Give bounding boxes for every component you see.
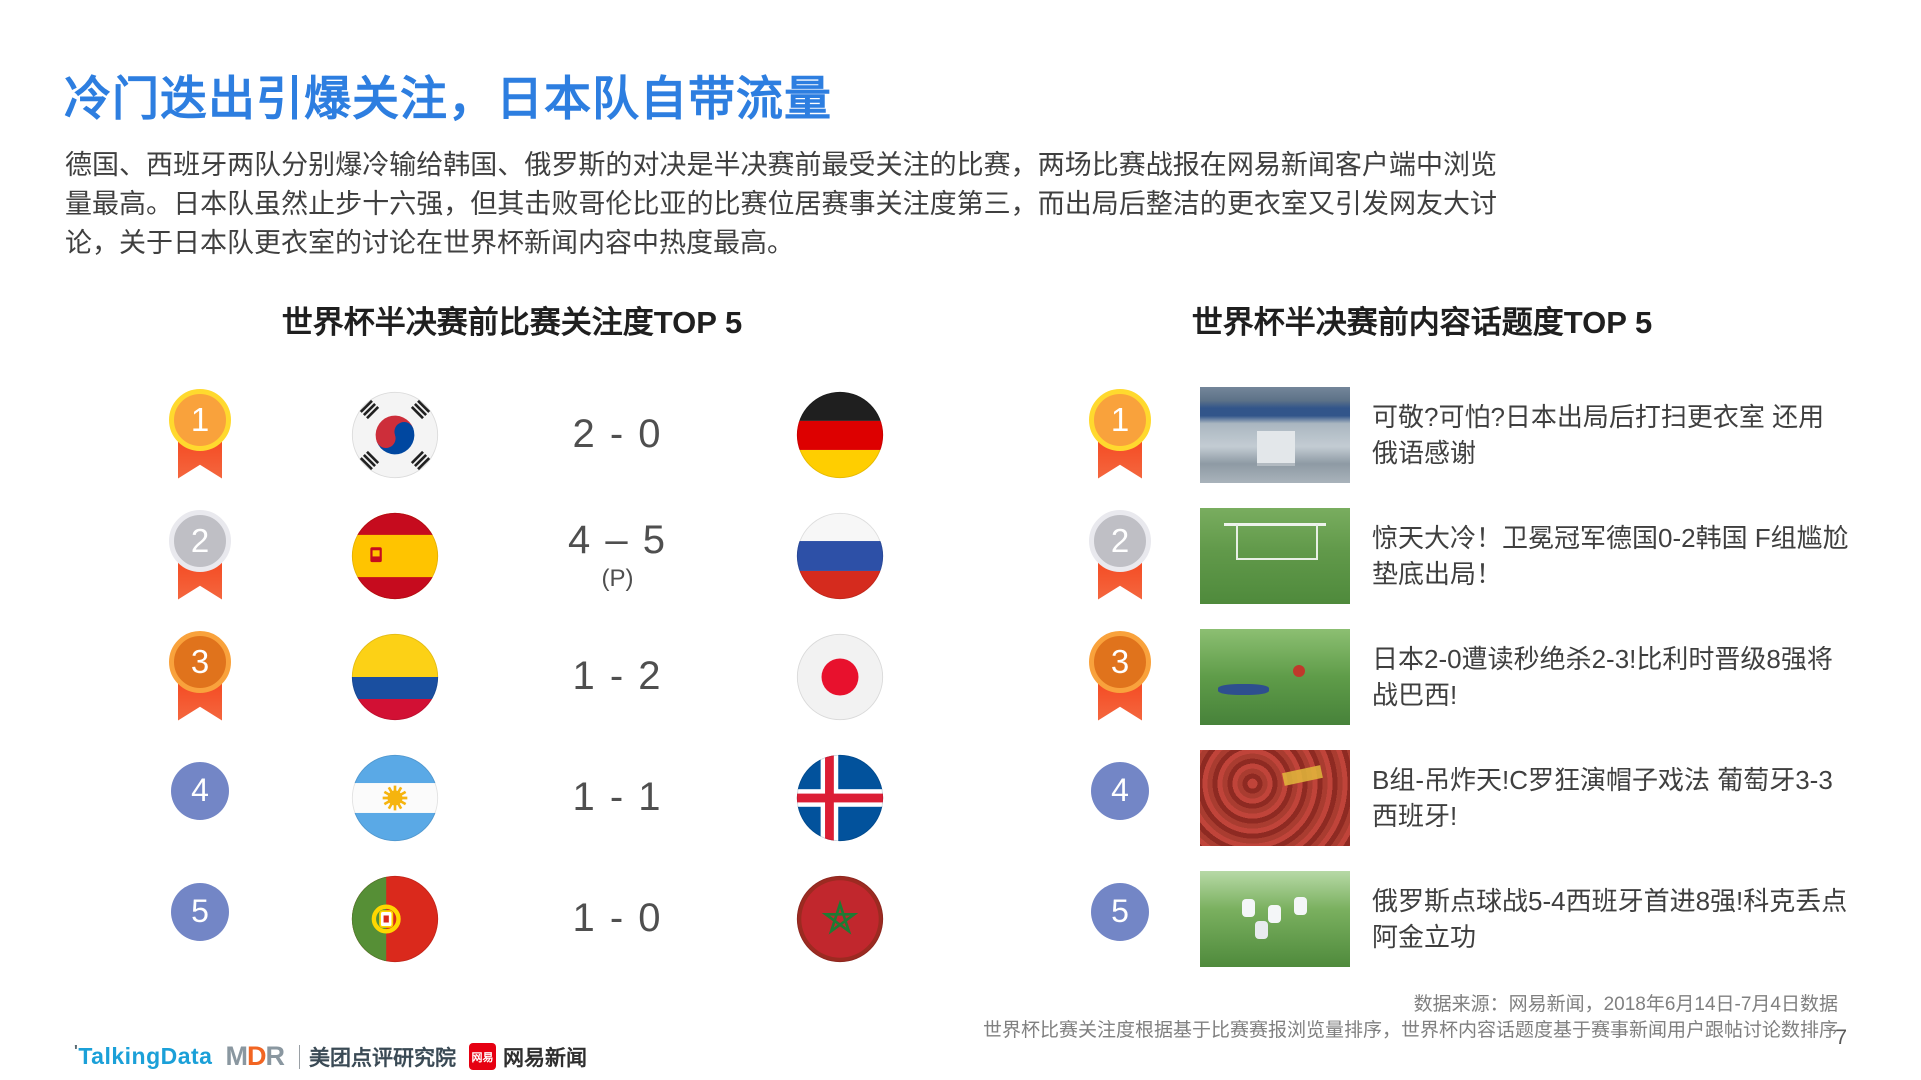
topic-row: 5 俄罗斯点球战5-4西班牙首进8强!科克丢点阿金立功 <box>1040 858 1875 979</box>
news-thumbnail <box>1200 628 1350 725</box>
score-column: 1 - 1 <box>510 775 725 820</box>
match-score: 1 - 0 <box>572 896 663 940</box>
talkingdata-tick-icon: ' <box>74 1043 79 1060</box>
matches-section-title: 世界杯半决赛前比赛关注度TOP 5 <box>281 305 743 340</box>
flag-morocco-icon <box>796 875 884 962</box>
netease-news-logo: 网易 网易新闻 <box>468 1042 587 1072</box>
team-b-flag <box>725 633 955 721</box>
match-score: 1 - 2 <box>572 654 663 698</box>
team-a-flag <box>280 754 510 842</box>
body-paragraph: 德国、西班牙两队分别爆冷输给韩国、俄罗斯的对决是半决赛前最受关注的比赛，两场比赛… <box>65 150 1497 258</box>
match-row: 5 1 - 0 <box>120 858 965 979</box>
news-thumbnail <box>1200 749 1350 846</box>
netease-news-label: 网易新闻 <box>502 1046 587 1070</box>
team-b-flag <box>725 754 955 842</box>
medal-number: 3 <box>169 630 231 693</box>
rank-badge: 4 <box>1091 761 1149 820</box>
flag-iceland-icon <box>796 754 884 841</box>
matches-ranking-list: 1 2 - 0 2 4 – 5 (P) 3 1 - 2 4 1 - 1 5 1 - 0 <box>120 374 965 979</box>
flag-portugal-icon <box>351 875 439 962</box>
logo-divider <box>298 1044 300 1069</box>
news-headline: 日本2-0遭读秒绝杀2-3!比利时晋级8强将战巴西! <box>1372 643 1833 710</box>
flag-japan-icon <box>796 633 884 720</box>
penalty-note: (P) <box>601 565 634 592</box>
match-row: 3 1 - 2 <box>120 616 965 737</box>
team-b-flag <box>725 391 955 479</box>
team-a-flag <box>280 875 510 963</box>
team-a-flag <box>280 391 510 479</box>
rank-column: 3 <box>120 630 280 723</box>
page-title: 冷门迭出引爆关注，日本队自带流量 <box>64 72 832 125</box>
medal-number: 1 <box>169 388 231 451</box>
flag-germany-icon <box>796 391 884 478</box>
match-row: 1 2 - 0 <box>120 374 965 495</box>
match-score: 1 - 1 <box>572 775 663 819</box>
netease-badge-icon: 网易 <box>468 1043 496 1070</box>
rank-column: 4 <box>1040 761 1200 820</box>
topic-row: 3 日本2-0遭读秒绝杀2-3!比利时晋级8强将战巴西! <box>1040 616 1875 737</box>
rank-column: 2 <box>1040 509 1200 602</box>
medal-number: 2 <box>1089 509 1151 572</box>
meituan-dianping-institute-label: 美团点评研究院 <box>308 1046 456 1070</box>
rank-badge: 5 <box>1091 882 1149 941</box>
news-thumbnail <box>1200 870 1350 967</box>
flag-russia-icon <box>796 512 884 599</box>
rank-column: 3 <box>1040 630 1200 723</box>
news-headline: 可敬?可怕?日本出局后打扫更衣室 还用俄语感谢 <box>1372 401 1825 468</box>
rank-badge: 4 <box>171 761 229 820</box>
topic-row: 1 可敬?可怕?日本出局后打扫更衣室 还用俄语感谢 <box>1040 374 1875 495</box>
news-headline: 惊天大冷！卫冕冠军德国0-2韩国 F组尴尬垫底出局！ <box>1372 522 1849 589</box>
rank-badge: 5 <box>171 882 229 941</box>
flag-spain-icon <box>351 512 439 599</box>
medal-number: 3 <box>1089 630 1151 693</box>
match-score: 2 - 0 <box>572 412 663 456</box>
source-line-2: 世界杯比赛关注度根据基于比赛赛报浏览量排序，世界杯内容话题度基于赛事新闻用户跟帖… <box>982 1020 1838 1041</box>
topics-section-title: 世界杯半决赛前内容话题度TOP 5 <box>1191 305 1653 340</box>
rank-column: 1 <box>1040 388 1200 481</box>
match-row: 4 1 - 1 <box>120 737 965 858</box>
medal-number: 2 <box>169 509 231 572</box>
topic-row: 4 B组-吊炸天!C罗狂演帽子戏法 葡萄牙3-3西班牙! <box>1040 737 1875 858</box>
medal-bronze-icon: 3 <box>1088 630 1152 723</box>
topics-ranking-list: 1 可敬?可怕?日本出局后打扫更衣室 还用俄语感谢 2 惊天大冷！卫冕冠军德国0-2韩… <box>1040 374 1875 979</box>
medal-gold-icon: 1 <box>168 388 232 481</box>
data-source-note: 数据来源：网易新闻，2018年6月14日-7月4日数据 世界杯比赛关注度根据基于… <box>983 992 1838 1044</box>
source-line-1: 数据来源：网易新闻，2018年6月14日-7月4日数据 <box>1413 994 1838 1015</box>
team-a-flag <box>280 633 510 721</box>
rank-column: 5 <box>1040 882 1200 941</box>
team-b-flag <box>725 875 955 963</box>
match-score: 4 – 5 <box>568 518 667 562</box>
score-column: 4 – 5 (P) <box>510 518 725 593</box>
rank-column: 4 <box>120 761 280 820</box>
rank-column: 2 <box>120 509 280 602</box>
medal-silver-icon: 2 <box>168 509 232 602</box>
flag-south-korea-icon <box>351 391 439 478</box>
talkingdata-logo: 'TalkingData <box>74 1043 213 1069</box>
score-column: 1 - 0 <box>510 896 725 941</box>
news-headline: B组-吊炸天!C罗狂演帽子戏法 葡萄牙3-3西班牙! <box>1372 764 1833 831</box>
footer-logos: 'TalkingData MDR 美团点评研究院 网易 网易新闻 <box>74 1041 587 1072</box>
page-number: 7 <box>1835 1026 1847 1049</box>
score-column: 1 - 2 <box>510 654 725 699</box>
rank-column: 5 <box>120 882 280 941</box>
rank-column: 1 <box>120 388 280 481</box>
medal-bronze-icon: 3 <box>168 630 232 723</box>
mdr-logo: MDR <box>225 1041 284 1071</box>
team-b-flag <box>725 512 955 600</box>
news-thumbnail <box>1200 386 1350 483</box>
news-thumbnail <box>1200 507 1350 604</box>
flag-argentina-icon <box>351 754 439 841</box>
match-row: 2 4 – 5 (P) <box>120 495 965 616</box>
news-headline: 俄罗斯点球战5-4西班牙首进8强!科克丢点阿金立功 <box>1372 885 1848 952</box>
score-column: 2 - 0 <box>510 412 725 457</box>
flag-colombia-icon <box>351 633 439 720</box>
medal-silver-icon: 2 <box>1088 509 1152 602</box>
medal-number: 1 <box>1089 388 1151 451</box>
medal-gold-icon: 1 <box>1088 388 1152 481</box>
team-a-flag <box>280 512 510 600</box>
topic-row: 2 惊天大冷！卫冕冠军德国0-2韩国 F组尴尬垫底出局！ <box>1040 495 1875 616</box>
